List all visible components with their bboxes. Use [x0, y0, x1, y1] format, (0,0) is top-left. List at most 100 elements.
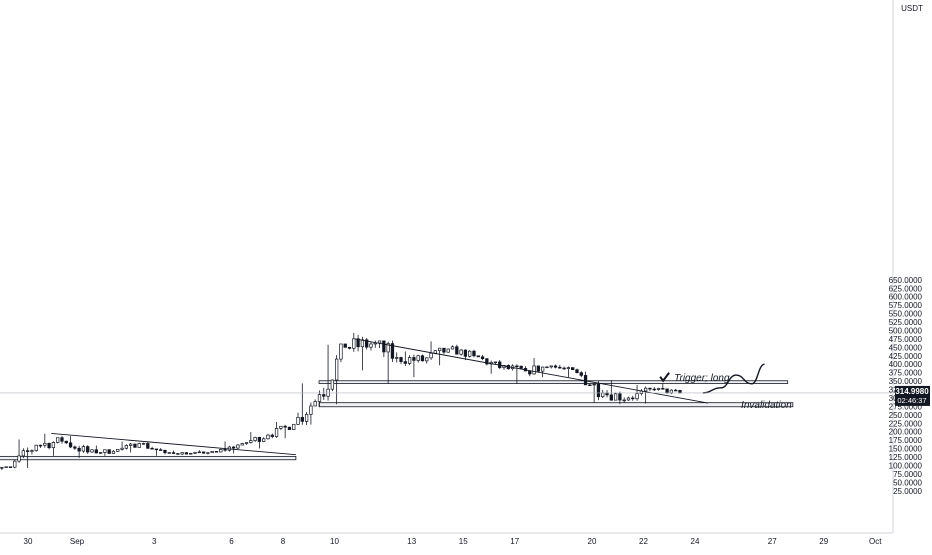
y-tick-label: 650.0000 [889, 276, 923, 285]
candle-55 [223, 441, 227, 452]
candle-153 [643, 386, 648, 404]
candle-110 [459, 348, 463, 356]
candle-32 [124, 444, 129, 450]
candle-96 [399, 356, 403, 365]
candle-18 [64, 440, 68, 444]
candle-140 [588, 383, 592, 387]
y-tick-label: 475.0000 [889, 335, 923, 344]
y-tick-label: 250.0000 [889, 411, 923, 420]
candle-130 [545, 366, 549, 369]
candle-134 [562, 366, 566, 370]
candle-73 [300, 383, 304, 425]
candle-48 [193, 451, 197, 454]
candle-3 [0, 467, 4, 471]
candle-40 [159, 448, 163, 451]
candle-76 [313, 399, 317, 407]
last-price-badge-bg [895, 385, 930, 406]
candle-93 [386, 341, 390, 384]
candle-5 [8, 466, 13, 468]
y-tick-label: 75.0000 [893, 470, 922, 479]
time-axis[interactable]: 30 Sep 3 6 8 10 13 15 17 20 22 24 27 29 Oct [24, 537, 883, 546]
candle-29 [111, 450, 116, 454]
candle-113 [472, 349, 476, 358]
candle-105 [437, 347, 442, 366]
candle-17 [60, 435, 64, 444]
candle-116 [485, 358, 489, 366]
candle-154 [648, 387, 652, 392]
candle-148 [622, 397, 626, 403]
candle-6 [13, 459, 17, 469]
candle-98 [407, 355, 412, 366]
candle-103 [429, 341, 433, 360]
candle-49 [197, 450, 201, 454]
candle-123 [515, 364, 519, 384]
candle-22 [81, 444, 86, 453]
candle-72 [296, 412, 300, 425]
candle-4 [4, 466, 8, 468]
candle-135 [566, 366, 571, 378]
last-price-badge: 314.9980 02:46:37 [895, 385, 930, 406]
candle-54 [219, 448, 223, 453]
candle-88 [365, 337, 369, 350]
y-tick-label: 575.0000 [889, 301, 923, 310]
x-tick-label: 30 [24, 537, 33, 546]
candle-51 [206, 452, 210, 455]
y-tick-label: 625.0000 [889, 284, 923, 293]
x-tick-label: 8 [281, 537, 286, 546]
candle-15 [51, 441, 56, 456]
candle-145 [609, 380, 613, 401]
candle-38 [150, 446, 154, 450]
trendline-1 [51, 432, 296, 456]
candle-92 [382, 340, 386, 357]
candle-114 [476, 355, 480, 358]
annotations: Trigger; long Invalidation [659, 372, 792, 411]
candle-35 [137, 442, 141, 448]
candle-57 [231, 446, 236, 454]
candle-157 [661, 383, 665, 390]
candle-31 [120, 441, 124, 451]
candle-26 [98, 451, 103, 455]
candle-36 [141, 442, 146, 445]
candle-89 [369, 341, 373, 351]
candle-146 [613, 392, 618, 401]
price-zones [0, 380, 794, 461]
candle-80 [330, 379, 335, 392]
candle-60 [244, 442, 249, 445]
y-tick-label: 25.0000 [893, 487, 922, 496]
candle-100 [416, 354, 420, 363]
y-tick-label: 175.0000 [889, 436, 923, 445]
candle-118 [493, 361, 498, 365]
y-tick-label: 200.0000 [889, 428, 923, 437]
candle-9 [25, 447, 30, 469]
candle-97 [403, 351, 407, 366]
x-tick-label: 27 [768, 537, 777, 546]
candle-44 [176, 453, 180, 455]
candle-106 [442, 347, 446, 355]
candle-124 [519, 365, 523, 369]
candle-150 [631, 395, 635, 401]
candle-83 [343, 343, 347, 348]
candle-129 [540, 366, 545, 378]
candle-82 [339, 343, 343, 363]
candle-94 [390, 340, 395, 363]
candle-42 [167, 452, 171, 454]
y-tick-label: 150.0000 [889, 445, 923, 454]
y-tick-label: 225.0000 [889, 419, 923, 428]
candle-64 [262, 437, 266, 443]
candlesticks [0, 332, 682, 471]
candle-10 [30, 449, 34, 455]
price-axis[interactable]: 650.0000625.0000600.0000575.0000550.0000… [889, 276, 923, 496]
candle-14 [47, 442, 51, 450]
candle-25 [94, 445, 98, 454]
annotation-trigger: Trigger; long [674, 373, 730, 384]
candle-69 [283, 424, 287, 439]
y-tick-label: 100.0000 [889, 462, 923, 471]
candle-63 [257, 436, 262, 449]
x-tick-label: 15 [459, 537, 468, 546]
x-tick-label: 22 [639, 537, 648, 546]
candle-8 [21, 448, 26, 459]
y-tick-label: 525.0000 [889, 318, 923, 327]
